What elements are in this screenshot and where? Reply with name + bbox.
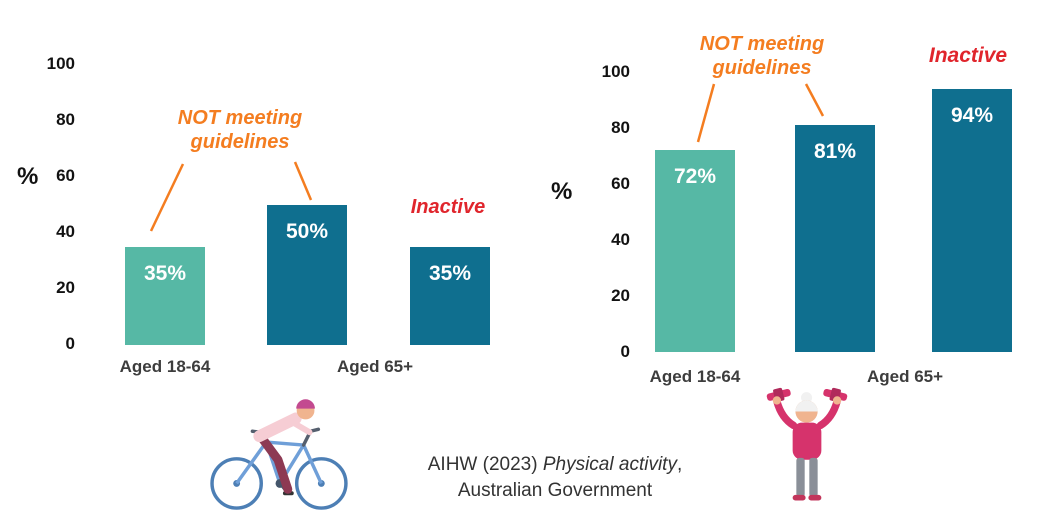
bar-aged-18-64-not-meeting: 72% [655, 150, 735, 352]
x-label-aged-65-plus: Aged 65+ [866, 367, 944, 386]
source-prefix: AIHW (2023) [427, 454, 543, 475]
source-suffix: , [676, 454, 683, 475]
y-tick-100: 100 [46, 54, 75, 73]
y-tick-80: 80 [56, 110, 75, 129]
y-tick-0: 0 [620, 342, 630, 361]
bar-value-label: 72% [673, 165, 717, 189]
bar-aged-65-not-meeting: 81% [795, 125, 875, 352]
bar-aged-65-inactive: 35% [410, 247, 490, 345]
source-line2: Australian Government [457, 479, 653, 501]
y-tick-0: 0 [65, 334, 75, 353]
source-title: Physical activity [542, 454, 677, 475]
y-tick-40: 40 [56, 222, 75, 241]
y-tick-40: 40 [611, 230, 630, 249]
bar-aged-65-inactive: 94% [932, 88, 1012, 352]
bar-aged-18-64-not-meeting: 35% [125, 247, 205, 345]
bar-value-label: 35% [143, 262, 187, 285]
y-tick-100: 100 [601, 62, 630, 81]
y-axis-label: % [17, 163, 39, 190]
plot-area-left: 35% 50% 35% [100, 65, 500, 345]
y-tick-60: 60 [611, 174, 630, 193]
y-tick-80: 80 [611, 118, 630, 137]
annotation-not-meeting-guidelines: NOT meeting guidelines [177, 107, 303, 154]
weightlifter-illustration [763, 376, 851, 511]
bar-value-label: 35% [428, 262, 472, 285]
bar-aged-65-not-meeting: 50% [267, 205, 347, 345]
bar-value-label: 94% [950, 103, 994, 127]
bar-value-label: 50% [285, 220, 329, 243]
bar-value-label: 81% [813, 140, 857, 164]
annotation-inactive: Inactive [410, 196, 486, 218]
x-label-aged-18-64: Aged 18-64 [119, 357, 211, 376]
y-tick-20: 20 [56, 278, 75, 297]
annotation-inactive: Inactive [928, 44, 1008, 67]
y-tick-20: 20 [611, 286, 630, 305]
y-axis-label: % [551, 178, 573, 205]
x-label-aged-18-64: Aged 18-64 [649, 367, 741, 386]
plot-area-right: 72% 81% 94% [630, 72, 1054, 352]
annotation-not-meeting-guidelines: NOT meeting guidelines [699, 33, 825, 80]
x-label-aged-65-plus: Aged 65+ [336, 357, 414, 376]
y-tick-60: 60 [56, 166, 75, 185]
source-citation: AIHW (2023) Physical activity, Australia… [360, 452, 750, 503]
cyclist-illustration [203, 383, 353, 511]
